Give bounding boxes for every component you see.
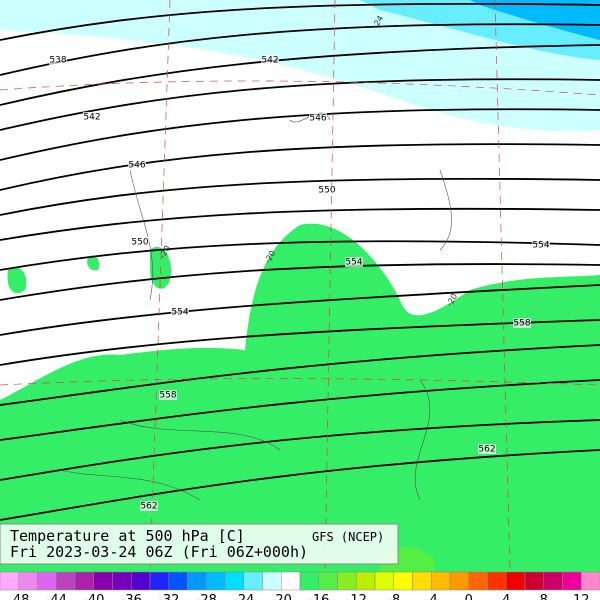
contour-label-bg: [140, 501, 158, 511]
colorbar-cell: [412, 571, 432, 591]
colorbar-label: -36: [121, 593, 142, 600]
colorbar-cell: [543, 571, 563, 591]
colorbar-cell: [356, 571, 376, 591]
contour-label-bg: [159, 390, 177, 400]
contour-label: 538: [49, 56, 66, 66]
contour-label-bg: [532, 240, 550, 250]
warm-area: [0, 223, 600, 572]
contour-label: 550: [318, 186, 335, 196]
colorbar-cell: [262, 571, 282, 591]
colorbar-cell: [149, 571, 169, 591]
colorbar: -48-44-40-36-32-28-24-20-16-12-8-404812: [0, 571, 600, 600]
colorbar-cell: [337, 571, 357, 591]
colorbar-cell: [281, 571, 301, 591]
contour-label-bg: [513, 318, 531, 328]
contour-label-bg: [49, 55, 67, 65]
colorbar-label: -48: [8, 593, 29, 600]
cold-area: [0, 0, 600, 131]
colorbar-cell: [468, 571, 488, 591]
colorbar-cell: [224, 571, 244, 591]
contour-label: 554: [532, 241, 549, 251]
colorbar-label: -16: [308, 593, 329, 600]
colorbar-cell: [562, 571, 582, 591]
colorbar-label: -44: [46, 593, 67, 600]
colorbar-label: -32: [158, 593, 179, 600]
coldest-area: [470, 0, 600, 40]
contour-label: 550: [131, 238, 148, 248]
colorbar-label: -4: [425, 593, 438, 600]
contour-label: 546: [128, 161, 145, 171]
contour-label-bg: [318, 185, 336, 195]
contour-label: 542: [261, 56, 278, 66]
contour-label-bg: [309, 113, 327, 123]
contour-label-bg: [128, 160, 146, 170]
subtitle: Fri 2023-03-24 06Z (Fri 06Z+000h): [10, 543, 308, 561]
colorbar-label: -12: [346, 593, 367, 600]
title: Temperature at 500 hPa [C]: [10, 527, 245, 545]
contour-label: 558: [513, 319, 530, 329]
colorbar-cell: [506, 571, 526, 591]
colorbar-cell: [74, 571, 94, 591]
contour-label: 562: [478, 445, 495, 455]
colorbar-label: 12: [573, 593, 590, 600]
colorbar-cell: [449, 571, 469, 591]
colorbar-cell: [18, 571, 38, 591]
colorbar-cell: [0, 571, 19, 591]
graticule: [0, 0, 600, 573]
colorbar-label: -24: [233, 593, 254, 600]
colorbar-cell: [93, 571, 113, 591]
contour-label-bg: [83, 112, 101, 122]
contours: [0, 2, 600, 521]
contour-label-bg: [261, 55, 279, 65]
colorbar-cell: [487, 571, 507, 591]
colorbar-cell: [299, 571, 319, 591]
warm-patch: [7, 246, 171, 294]
colorbar-cell: [131, 571, 151, 591]
colorbar-cell: [168, 571, 188, 591]
contour-label-bg: [131, 237, 149, 247]
colorbar-cell: [37, 571, 57, 591]
colorbar-cell: [206, 571, 226, 591]
colorbar-label: 4: [502, 593, 510, 600]
colorbar-cell: [318, 571, 338, 591]
colorbar-cell: [56, 571, 76, 591]
contour-label: 542: [83, 113, 100, 123]
colorbar-label: -28: [196, 593, 217, 600]
contour-label-bg: [478, 444, 496, 454]
title-box: [0, 523, 399, 565]
model: GFS (NCEP): [312, 530, 384, 544]
colorbar-cell: [431, 571, 451, 591]
colorbar-cell: [524, 571, 544, 591]
colorbar-label: -40: [83, 593, 104, 600]
contour-label: 558: [159, 391, 176, 401]
colorbar-cell: [112, 571, 132, 591]
colorbar-cell: [243, 571, 263, 591]
contour-label-bg: [171, 307, 189, 317]
colorbar-cell: [374, 571, 394, 591]
contour-label: 554: [171, 308, 188, 318]
contour-label-bg: [345, 257, 363, 267]
colorbar-label: -20: [271, 593, 292, 600]
colorbar-cell: [187, 571, 207, 591]
colorbar-cell: [393, 571, 413, 591]
contour-label: 554: [345, 258, 362, 268]
contour-label: 546: [309, 114, 326, 124]
colorbar-label: -8: [387, 593, 400, 600]
colorbar-label: 0: [465, 593, 473, 600]
colorbar-cell: [581, 571, 600, 591]
colorbar-label: 8: [540, 593, 548, 600]
contour-label: 562: [140, 502, 157, 512]
